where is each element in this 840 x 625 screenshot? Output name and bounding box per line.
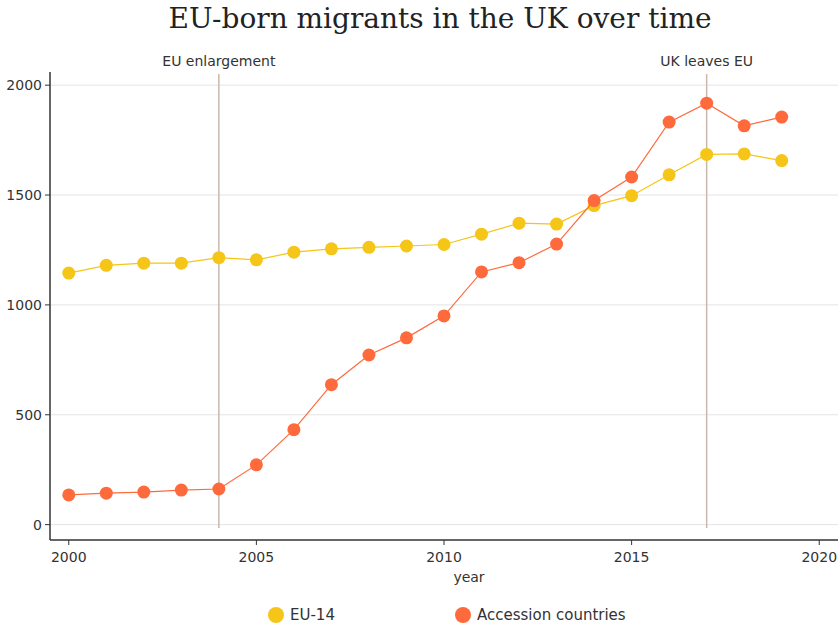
series-line	[69, 154, 782, 273]
legend-label: EU-14	[290, 606, 335, 624]
axis-label: year	[453, 569, 484, 585]
data-point	[738, 147, 751, 160]
data-point	[100, 259, 113, 272]
data-point	[137, 257, 150, 270]
title: EU-born migrants in the UK over time	[168, 2, 711, 35]
data-point	[212, 483, 225, 496]
data-point	[325, 378, 338, 391]
data-point	[775, 111, 788, 124]
data-point	[100, 487, 113, 500]
data-point	[625, 171, 638, 184]
grid-line	[50, 304, 838, 305]
tick-label: 2000	[51, 549, 87, 565]
plot-area	[62, 97, 788, 502]
data-point	[513, 256, 526, 269]
data-point	[588, 194, 601, 207]
data-point	[175, 257, 188, 270]
data-point	[625, 189, 638, 202]
data-point	[775, 154, 788, 167]
data-point	[438, 238, 451, 251]
data-point	[62, 267, 75, 280]
chart: EU-born migrants in the UK over time 0 500…	[0, 0, 840, 625]
data-point	[475, 228, 488, 241]
data-point	[137, 486, 150, 499]
annotation-label: UK leaves EU	[660, 53, 753, 69]
annotation-line	[706, 74, 708, 528]
legend-marker	[455, 607, 471, 623]
data-point	[362, 241, 375, 254]
tick-label: 500	[15, 407, 42, 423]
data-point	[400, 240, 413, 253]
data-point	[250, 458, 263, 471]
series-line	[69, 103, 782, 495]
legend-label: Accession countries	[477, 606, 626, 624]
grid-line	[50, 524, 838, 525]
data-point	[738, 119, 751, 132]
data-point	[362, 348, 375, 361]
annotation-label: EU enlargement	[162, 53, 276, 69]
tick-label: 2015	[614, 549, 650, 565]
data-point	[175, 484, 188, 497]
data-point	[400, 331, 413, 344]
tick-label: 1000	[6, 297, 42, 313]
data-point	[700, 148, 713, 161]
data-point	[287, 423, 300, 436]
tick-label: 2010	[426, 549, 462, 565]
data-point	[663, 168, 676, 181]
data-point	[475, 265, 488, 278]
y-axis	[49, 72, 51, 540]
data-point	[550, 238, 563, 251]
tick-label: 2020	[801, 549, 837, 565]
tick-label: 1500	[6, 187, 42, 203]
tick-label: 2005	[239, 549, 275, 565]
grid-line	[50, 414, 838, 415]
data-point	[325, 242, 338, 255]
data-point	[550, 218, 563, 231]
data-point	[62, 488, 75, 501]
data-point	[513, 217, 526, 230]
grid-line	[50, 195, 838, 196]
data-point	[700, 97, 713, 110]
data-point	[212, 251, 225, 264]
data-point	[438, 309, 451, 322]
tick-label: 2000	[6, 77, 42, 93]
data-point	[250, 253, 263, 266]
x-axis	[50, 539, 838, 541]
data-point	[287, 246, 300, 259]
annotation-line	[218, 74, 220, 528]
grid-line	[50, 85, 838, 86]
data-point	[663, 116, 676, 129]
legend-marker	[268, 607, 284, 623]
tick-label: 0	[33, 517, 42, 533]
